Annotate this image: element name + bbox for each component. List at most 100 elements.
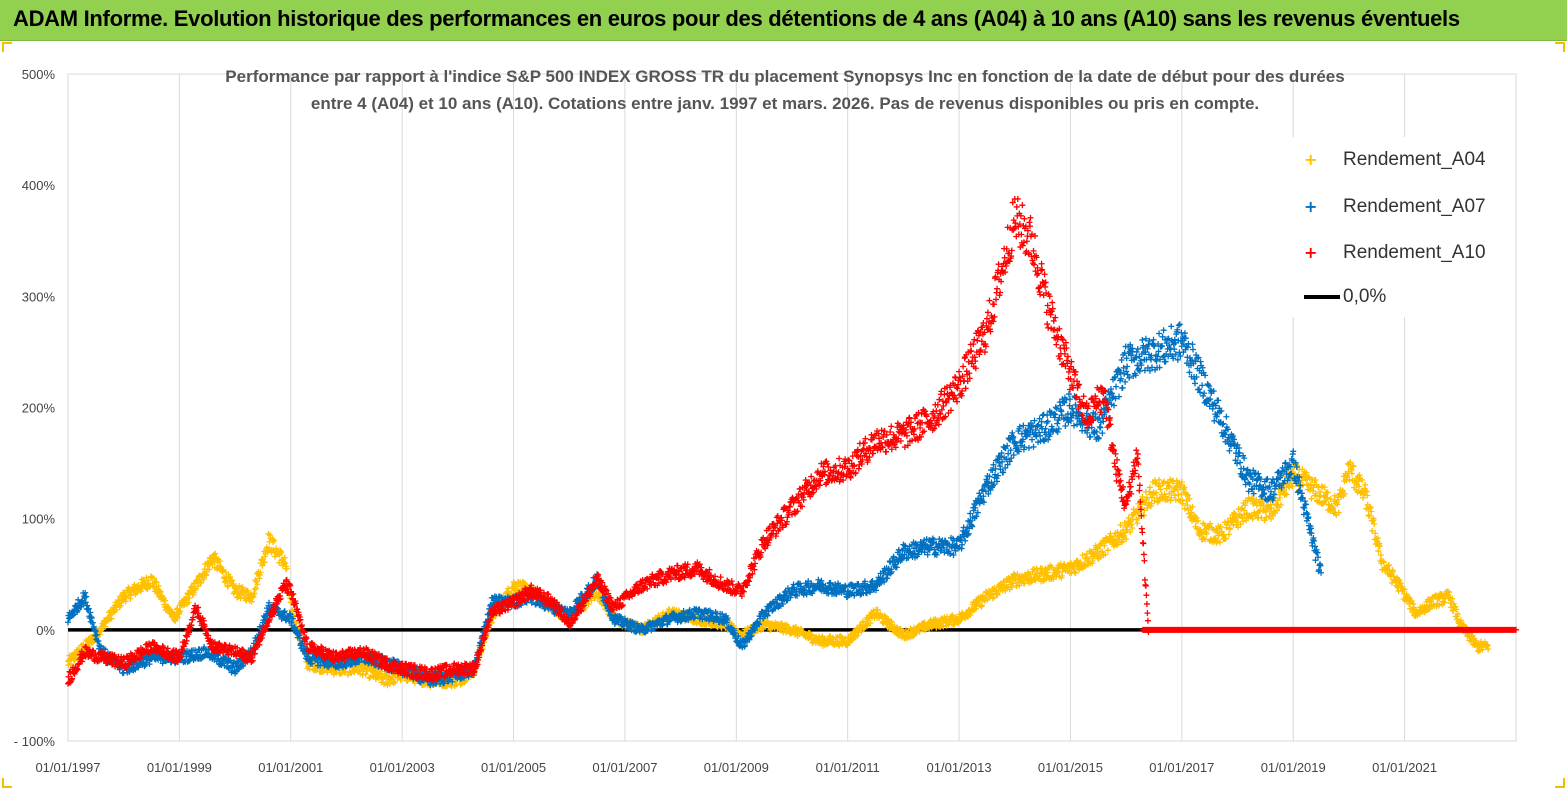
y-tick-label: 200% — [22, 401, 56, 416]
x-tick-label: 01/01/2007 — [592, 760, 657, 775]
data-point — [216, 558, 223, 565]
data-point — [767, 626, 774, 633]
data-point — [1150, 336, 1157, 343]
x-tick-label: 01/01/2003 — [370, 760, 435, 775]
data-point — [281, 554, 288, 561]
x-tick-label: 01/01/2019 — [1261, 760, 1326, 775]
data-point — [1025, 570, 1032, 577]
data-point — [978, 602, 985, 609]
data-point — [1072, 570, 1079, 577]
data-point — [251, 586, 258, 593]
data-point — [278, 548, 285, 555]
data-point — [237, 595, 244, 602]
data-point — [1134, 520, 1141, 527]
corner-mark-bottom-left — [2, 778, 12, 788]
data-point — [289, 607, 296, 614]
data-point — [1050, 576, 1057, 583]
data-point — [867, 620, 874, 627]
data-point — [1062, 423, 1069, 430]
data-point — [306, 666, 313, 673]
data-point — [859, 618, 866, 625]
x-tick-label: 01/01/2011 — [816, 760, 880, 775]
data-point — [411, 680, 418, 687]
data-point — [703, 622, 710, 629]
data-point — [102, 623, 109, 630]
data-point — [209, 561, 216, 568]
corner-mark-bottom-right — [1555, 778, 1565, 788]
data-point — [1028, 436, 1035, 443]
data-point — [282, 560, 289, 567]
series-layer — [65, 195, 1519, 690]
data-point — [271, 537, 278, 544]
data-point — [151, 575, 158, 582]
y-tick-label: - 100% — [14, 734, 56, 749]
data-point — [760, 626, 767, 633]
data-point — [1071, 568, 1078, 575]
data-point — [1071, 422, 1078, 429]
data-point — [259, 562, 266, 569]
data-point — [1030, 443, 1037, 450]
data-point — [940, 623, 947, 630]
data-point — [921, 619, 928, 626]
data-point — [962, 537, 969, 544]
data-point — [585, 601, 592, 608]
data-point — [176, 610, 183, 617]
data-point — [89, 639, 96, 646]
data-point — [362, 671, 369, 678]
data-point — [254, 581, 261, 588]
x-tick-label: 01/01/2021 — [1372, 760, 1437, 775]
x-tick-label: 01/01/2009 — [704, 760, 769, 775]
data-point — [186, 594, 193, 601]
data-point — [1087, 433, 1094, 440]
data-point — [206, 566, 213, 573]
data-point — [1097, 424, 1104, 431]
data-point — [836, 642, 843, 649]
header-banner: ADAM Informe. Evolution historique des p… — [0, 0, 1567, 41]
corner-mark-top-right — [1555, 42, 1565, 52]
data-point — [174, 605, 181, 612]
x-tick-label: 01/01/2005 — [481, 760, 546, 775]
data-point — [1308, 495, 1315, 502]
data-point — [1065, 391, 1072, 398]
data-point — [155, 583, 162, 590]
x-tick-label: 01/01/2001 — [258, 760, 323, 775]
data-point — [341, 669, 348, 676]
data-point — [88, 640, 95, 647]
data-point — [137, 588, 144, 595]
x-tick-label: 01/01/2017 — [1149, 760, 1214, 775]
x-tick-label: 01/01/1999 — [147, 760, 212, 775]
data-point — [157, 588, 164, 595]
data-point — [177, 608, 184, 615]
data-point — [1124, 363, 1131, 370]
data-point — [990, 594, 997, 601]
data-point — [842, 635, 849, 642]
y-tick-label: 400% — [22, 178, 56, 193]
y-tick-label: 300% — [22, 289, 56, 304]
x-tick-label: 01/01/2015 — [1038, 760, 1103, 775]
data-point — [185, 599, 192, 606]
data-point — [252, 585, 259, 592]
data-point — [1122, 378, 1129, 385]
data-point — [1225, 531, 1232, 538]
data-point — [366, 675, 373, 682]
x-tick-label: 01/01/1997 — [35, 760, 100, 775]
data-point — [153, 579, 160, 586]
data-point — [68, 661, 75, 668]
x-tick-label: 01/01/2013 — [927, 760, 992, 775]
data-point — [588, 597, 595, 604]
data-point — [854, 632, 861, 639]
data-point — [261, 559, 268, 566]
y-tick-label: 500% — [22, 67, 56, 82]
data-point — [1099, 430, 1106, 437]
data-point — [1016, 582, 1023, 589]
data-point — [1045, 436, 1052, 443]
corner-mark-top-left — [2, 42, 12, 52]
data-point — [156, 588, 163, 595]
data-point — [162, 597, 169, 604]
series-a07 — [65, 321, 1325, 688]
data-point — [195, 583, 202, 590]
data-point — [995, 589, 1002, 596]
banner-title: ADAM Informe. Evolution historique des p… — [13, 6, 1460, 31]
data-point — [848, 637, 855, 644]
